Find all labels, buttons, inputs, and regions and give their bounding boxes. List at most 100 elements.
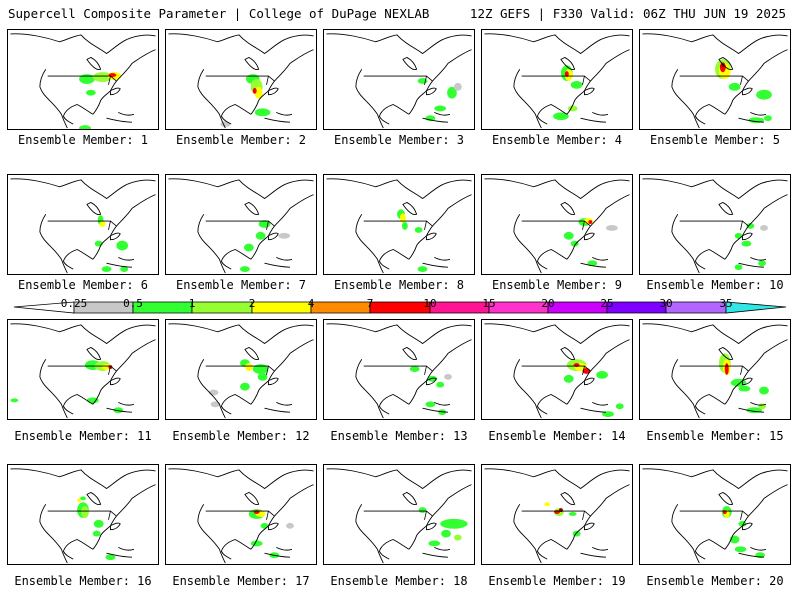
map-panel-17 [165, 464, 317, 565]
map-svg [10, 33, 156, 129]
colorbar-segment [310, 301, 371, 314]
scp-contour [436, 381, 445, 388]
map-panel-15 [639, 319, 791, 420]
map-panel-6 [7, 174, 159, 275]
map-svg [484, 178, 630, 274]
scp-contour [120, 266, 129, 273]
colorbar-label: 35 [719, 297, 733, 310]
country-border [363, 220, 433, 230]
colorbar-segment [251, 301, 312, 314]
map-svg [326, 33, 472, 129]
member-caption: Ensemble Member: 7 [175, 278, 307, 292]
coastline [10, 323, 156, 419]
map-panel-10 [639, 174, 791, 275]
scp-contour [254, 86, 263, 99]
colorbar-label: 1 [188, 297, 196, 310]
scp-contour [434, 105, 447, 112]
coastline [642, 468, 788, 564]
coastline [484, 323, 630, 419]
scp-contour [101, 266, 112, 273]
member-caption: Ensemble Member: 13 [330, 429, 468, 443]
country-border [521, 220, 591, 230]
scp-contour [587, 260, 598, 267]
map-svg [642, 33, 788, 129]
member-caption: Ensemble Member: 8 [333, 278, 465, 292]
country-border [205, 75, 275, 85]
scp-contour [220, 121, 231, 128]
scp-contour [447, 86, 457, 99]
scp-contour [92, 72, 113, 82]
scp-contour [734, 546, 747, 553]
scp-contour [564, 71, 569, 78]
colorbar-label: 7 [366, 297, 374, 310]
map-title: Supercell Composite Parameter | College … [8, 6, 430, 21]
coastline [168, 178, 314, 274]
member-caption: Ensemble Member: 3 [333, 133, 465, 147]
scp-contour [734, 264, 743, 271]
country-border [205, 510, 275, 520]
coastline [642, 33, 788, 129]
coastline [10, 33, 156, 129]
country-border [521, 510, 591, 520]
colorbar-label: 25 [600, 297, 614, 310]
map-svg [326, 468, 472, 564]
scp-contour [79, 74, 95, 84]
map-panel-8 [323, 174, 475, 275]
scp-contour [741, 240, 752, 247]
colorbar-label: 30 [659, 297, 673, 310]
scp-contour [399, 213, 406, 224]
colorbar-segment [547, 301, 608, 314]
scp-contour [101, 364, 112, 370]
scp-contour [255, 231, 266, 240]
country-border [679, 510, 749, 520]
scp-contour [756, 89, 772, 100]
map-svg [484, 468, 630, 564]
scp-contour [425, 401, 436, 408]
coastline [168, 33, 314, 129]
map-svg [168, 178, 314, 274]
scp-contour [414, 226, 423, 233]
country-border [679, 220, 749, 230]
country-border [47, 75, 117, 85]
scp-contour [588, 220, 593, 225]
coastline [484, 33, 630, 129]
scp-contour [428, 540, 441, 547]
scp-contour [252, 87, 257, 94]
map-svg [642, 323, 788, 419]
colorbar-segment [429, 301, 490, 314]
scp-contour [553, 112, 569, 121]
map-panel-5 [639, 29, 791, 130]
scp-contour [81, 506, 89, 518]
scp-contour [99, 221, 106, 227]
member-caption: Ensemble Member: 1 [17, 133, 149, 147]
member-caption: Ensemble Member: 11 [14, 429, 152, 443]
country-border [47, 220, 117, 230]
coastline [642, 178, 788, 274]
member-caption: Ensemble Member: 20 [646, 574, 784, 588]
map-panel-7 [165, 174, 317, 275]
scp-contour [240, 382, 250, 391]
member-caption: Ensemble Member: 18 [330, 574, 468, 588]
colorbar-segment [606, 301, 667, 314]
map-panel-13 [323, 319, 475, 420]
country-border [679, 365, 749, 375]
country-border [205, 220, 275, 230]
colorbar-label: 15 [482, 297, 496, 310]
member-caption: Ensemble Member: 15 [646, 429, 784, 443]
scp-contour [719, 62, 726, 73]
colorbar-label: 0.5 [123, 297, 143, 310]
map-svg [484, 323, 630, 419]
map-panel-11 [7, 319, 159, 420]
colorbar-segment [488, 301, 549, 314]
scp-contour [615, 403, 624, 410]
country-border [47, 510, 117, 520]
map-panel-19 [481, 464, 633, 565]
scp-contour [764, 115, 772, 122]
scp-contour [558, 508, 563, 513]
coastline [10, 178, 156, 274]
scp-contour [606, 224, 618, 231]
scp-contour [105, 554, 116, 561]
map-panel-18 [323, 464, 475, 565]
member-caption: Ensemble Member: 16 [14, 574, 152, 588]
map-panel-12 [165, 319, 317, 420]
